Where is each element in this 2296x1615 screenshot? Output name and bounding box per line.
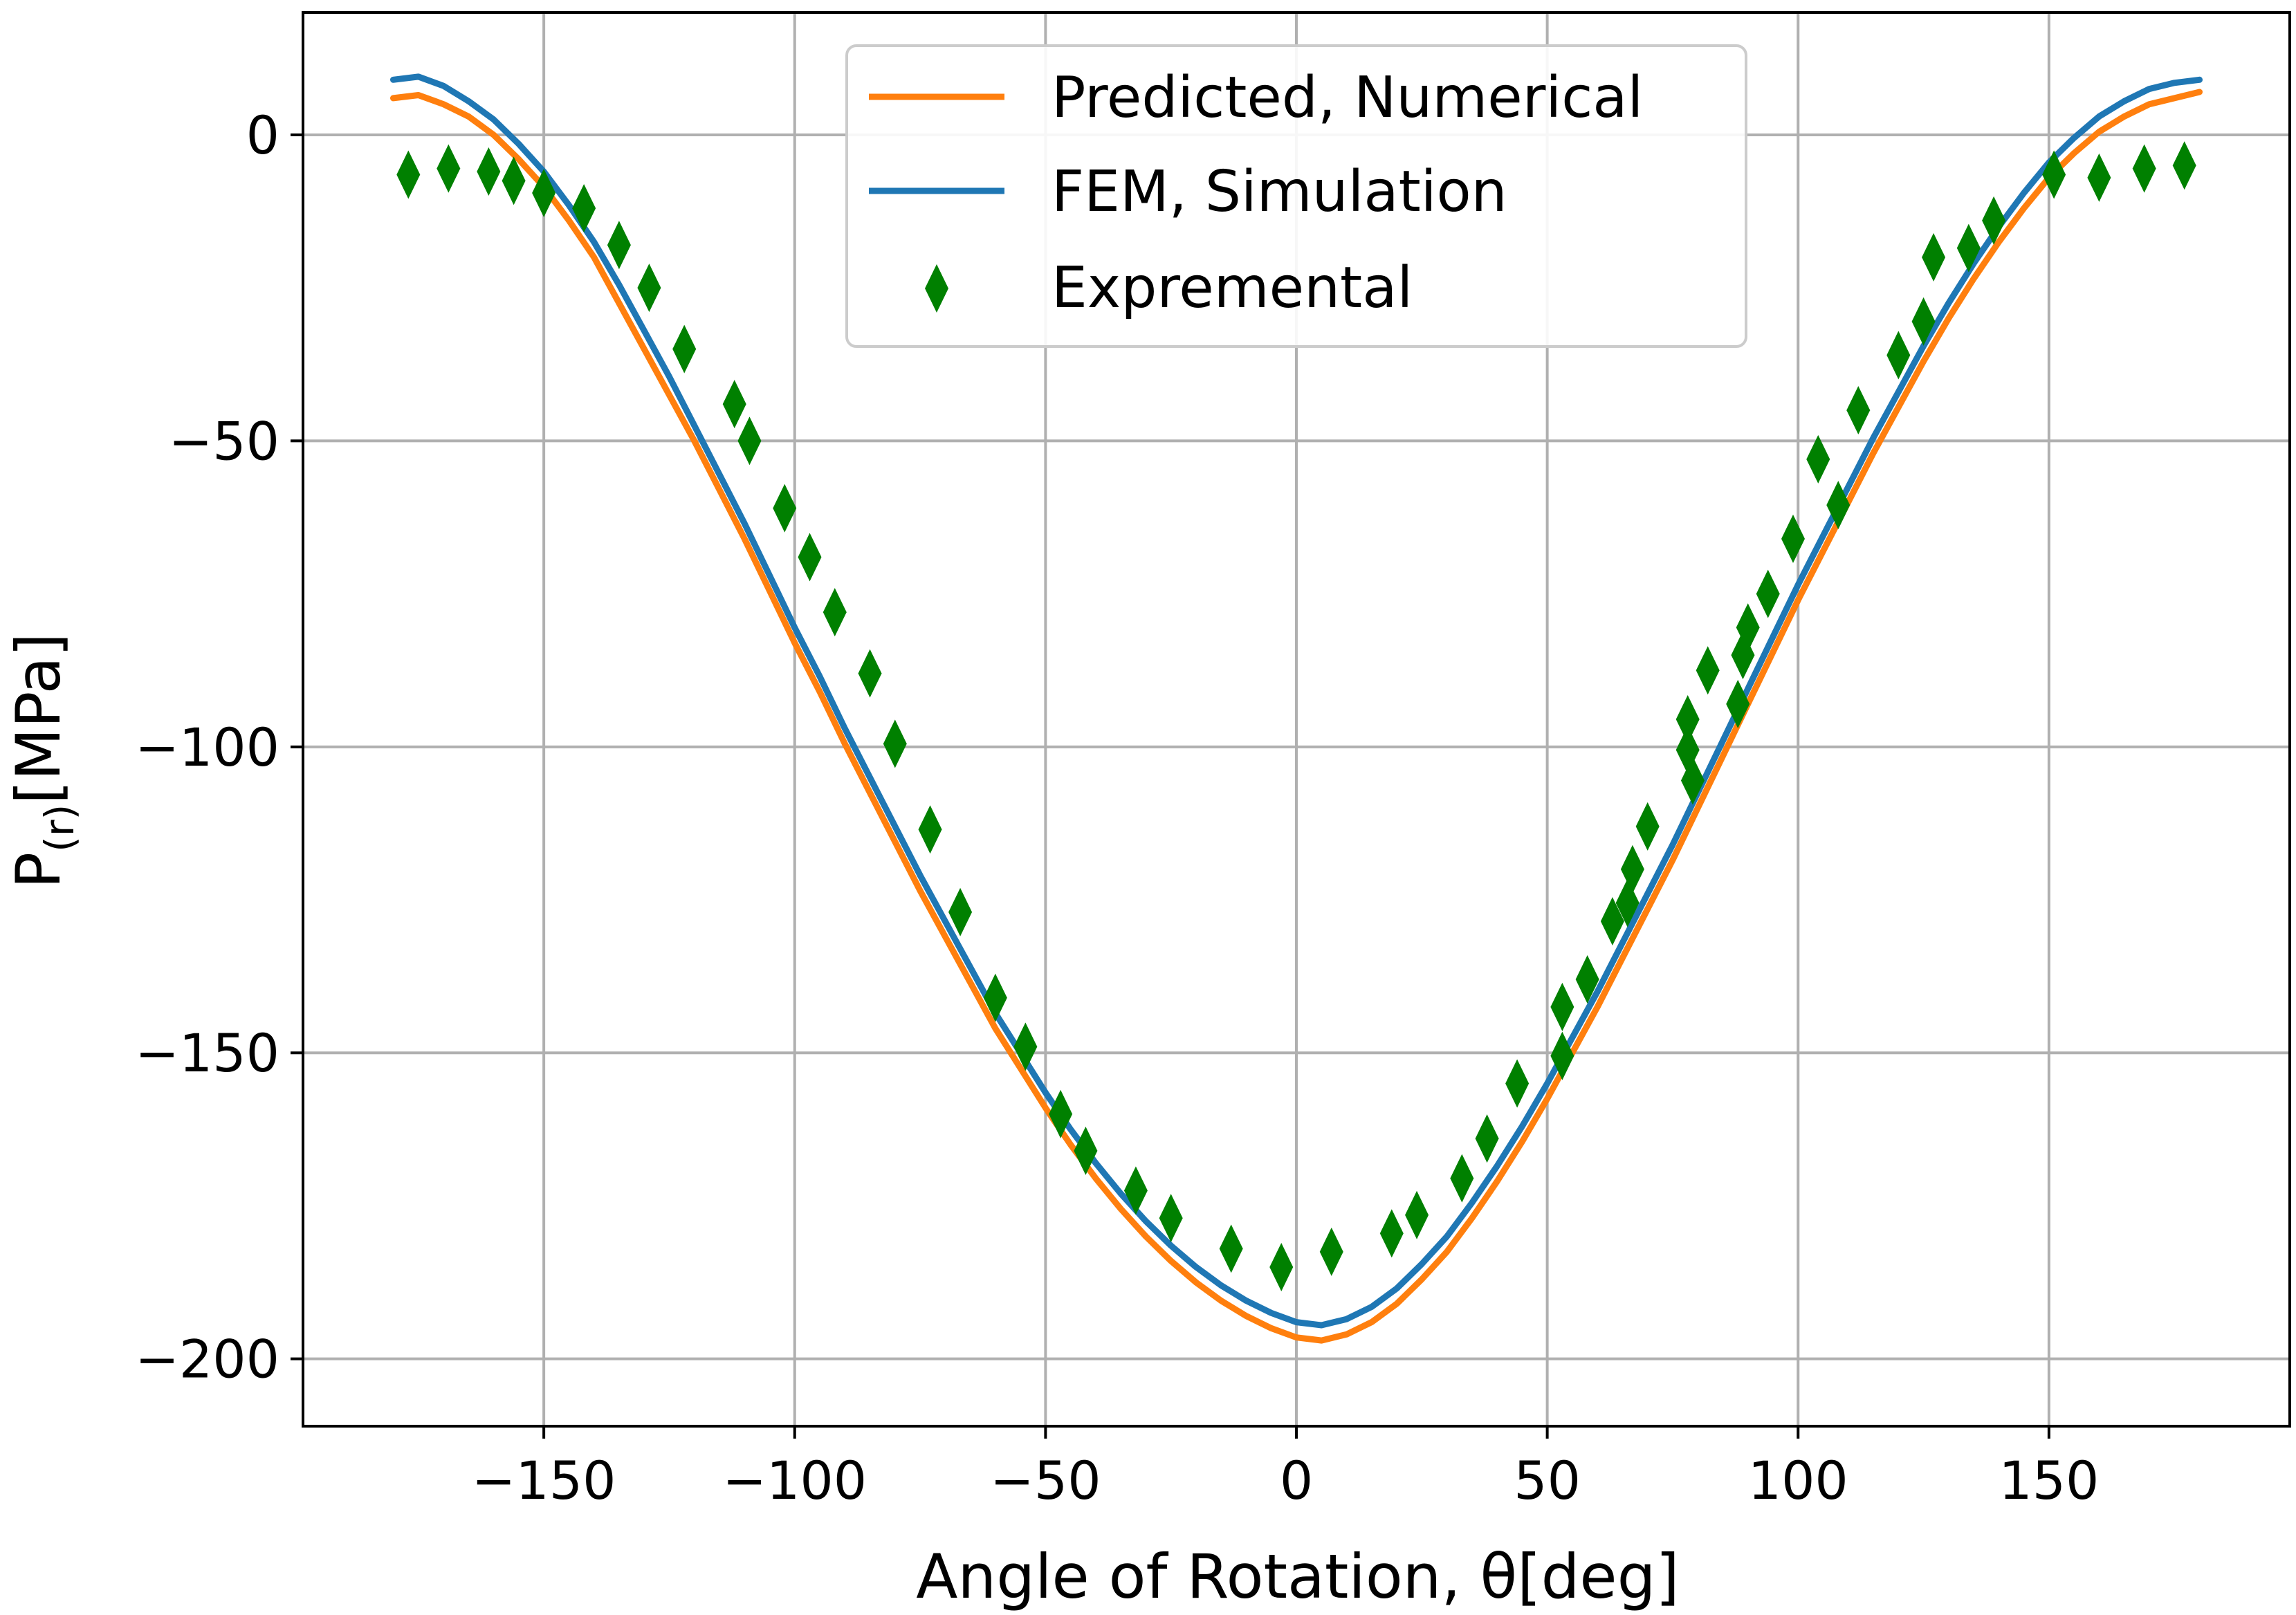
- x-tick-label: −150: [472, 1450, 616, 1511]
- legend-label-fem: FEM, Simulation: [1051, 159, 1507, 225]
- data-point-expremental: [672, 324, 697, 373]
- data-point-expremental: [2172, 141, 2196, 190]
- data-point-expremental: [1736, 603, 1760, 652]
- data-point-expremental: [1123, 1166, 1148, 1215]
- legend-box: [845, 44, 1747, 348]
- data-point-expremental: [1475, 1114, 1499, 1163]
- data-point-expremental: [1319, 1227, 1343, 1276]
- data-point-expremental: [1159, 1194, 1183, 1243]
- y-axis-label-main: P: [3, 852, 74, 889]
- data-point-expremental: [1013, 1022, 1038, 1071]
- data-point-expremental: [1550, 982, 1574, 1031]
- data-point-expremental: [1074, 1126, 1098, 1175]
- data-point-expremental: [1886, 331, 1911, 380]
- data-point-expremental: [858, 649, 882, 698]
- data-point-expremental: [1781, 514, 1805, 563]
- data-point-expremental: [823, 588, 847, 637]
- data-point-expremental: [983, 973, 1007, 1022]
- data-point-expremental: [1379, 1209, 1404, 1258]
- y-tick-label: −50: [169, 410, 279, 472]
- data-point-expremental: [948, 887, 973, 936]
- data-point-expremental: [2042, 150, 2066, 199]
- data-point-expremental: [637, 264, 661, 313]
- x-tick-label: 0: [1280, 1450, 1313, 1511]
- data-point-expremental: [773, 483, 797, 533]
- x-tick-label: 50: [1514, 1450, 1581, 1511]
- data-point-expremental: [883, 719, 907, 768]
- legend-swatch-expremental: [925, 264, 948, 313]
- data-point-expremental: [532, 169, 556, 218]
- data-point-expremental: [1756, 569, 1780, 618]
- data-point-expremental: [2087, 153, 2111, 202]
- data-point-expremental: [502, 156, 526, 205]
- x-tick-label: 150: [1999, 1450, 2099, 1511]
- legend: Predicted, Numerical FEM, Simulation Exp…: [845, 44, 1747, 348]
- data-point-expremental: [1826, 481, 1850, 530]
- data-point-expremental: [477, 147, 501, 196]
- data-point-expremental: [1726, 679, 1750, 728]
- data-point-expremental: [1911, 297, 1936, 346]
- x-axis-label: Angle of Rotation, θ[deg]: [916, 1541, 1680, 1612]
- y-axis-label-subscript: (r): [36, 804, 83, 852]
- data-point-expremental: [2132, 144, 2156, 193]
- data-point-expremental: [1982, 196, 2006, 245]
- data-point-expremental: [918, 805, 942, 854]
- data-point-expremental: [722, 380, 746, 429]
- data-point-expremental: [1450, 1154, 1474, 1203]
- data-point-expremental: [437, 144, 461, 193]
- data-point-expremental: [1505, 1059, 1530, 1108]
- y-tick-label: −100: [135, 717, 279, 778]
- series-line-fem-simulation: [390, 73, 2203, 1329]
- data-point-expremental: [1635, 802, 1660, 851]
- data-point-expremental: [396, 150, 421, 199]
- data-point-expremental: [1680, 756, 1705, 805]
- y-tick-label: 0: [246, 104, 279, 166]
- data-point-expremental: [1405, 1190, 1429, 1239]
- data-point-expremental: [1675, 695, 1700, 744]
- data-point-expremental: [1219, 1224, 1243, 1273]
- y-axis-label: P(r)[MPa]: [3, 633, 83, 889]
- data-point-expremental: [1575, 955, 1599, 1004]
- data-point-expremental: [1269, 1242, 1294, 1291]
- plot-series: [390, 73, 2203, 1344]
- data-point-expremental: [607, 221, 631, 270]
- data-point-expremental: [1049, 1089, 1073, 1138]
- axis-ticks: −150 −100 −50 0 50 100 150 0 −50 −100 −150 −200: [135, 104, 2099, 1511]
- data-point-expremental: [1956, 223, 1981, 273]
- data-point-expremental: [1620, 845, 1644, 894]
- series-line-predicted-numerical: [390, 89, 2203, 1344]
- x-tick-label: −50: [990, 1450, 1101, 1511]
- legend-label-predicted: Predicted, Numerical: [1051, 65, 1643, 131]
- data-point-expremental: [1600, 897, 1624, 945]
- data-point-expremental: [1550, 1031, 1574, 1080]
- x-tick-label: −100: [722, 1450, 867, 1511]
- data-point-expremental: [1922, 232, 1946, 282]
- data-point-expremental: [572, 184, 596, 233]
- data-point-expremental: [737, 416, 762, 465]
- data-point-expremental: [1806, 434, 1830, 483]
- legend-label-expremental: Expremental: [1051, 255, 1413, 321]
- y-axis-label-unit: [MPa]: [3, 633, 74, 804]
- y-tick-label: −200: [135, 1329, 279, 1390]
- data-point-expremental: [798, 533, 822, 582]
- x-tick-label: 100: [1748, 1450, 1848, 1511]
- data-point-expremental: [1696, 646, 1720, 695]
- data-point-expremental: [1846, 386, 1871, 435]
- y-tick-label: −150: [135, 1022, 279, 1084]
